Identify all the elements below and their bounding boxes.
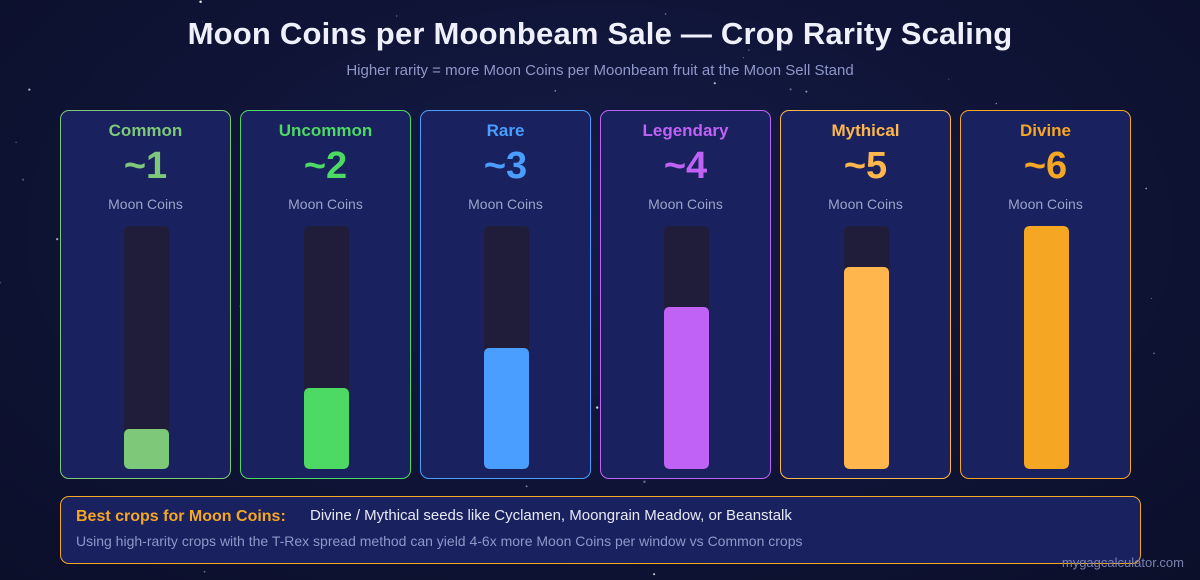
star	[554, 89, 557, 92]
bar-legendary	[664, 307, 709, 469]
star	[210, 27, 213, 31]
star	[643, 480, 646, 484]
rarity-name: Mythical	[831, 121, 900, 140]
rarity-card-legendary: Legendary ~4 Moon Coins	[600, 110, 771, 479]
best-crops-panel: Best crops for Moon Coins: Divine / Myth…	[60, 496, 1141, 564]
star	[1150, 297, 1152, 299]
bar-uncommon	[304, 388, 349, 469]
star	[1145, 187, 1148, 190]
star	[805, 90, 808, 93]
bar-track	[1024, 226, 1069, 469]
rarity-card-rare: Rare ~3 Moon Coins	[420, 110, 591, 479]
rarity-value-label: ~3	[483, 145, 528, 187]
rarity-unit-label: Moon Coins	[288, 196, 363, 212]
bar-divine	[1024, 226, 1069, 469]
best-crops-text: Divine / Mythical seeds like Cyclamen, M…	[310, 507, 792, 524]
bar-track	[124, 226, 169, 469]
star	[525, 485, 528, 488]
star	[22, 178, 25, 181]
bar-track	[484, 226, 529, 469]
rarity-name: Legendary	[642, 121, 729, 140]
rarity-name: Rare	[486, 121, 525, 140]
rarity-value-label: ~1	[123, 145, 168, 187]
rarity-unit-label: Moon Coins	[828, 196, 903, 212]
bar-mythical	[844, 266, 889, 469]
star	[747, 49, 750, 51]
star	[592, 29, 594, 31]
star	[653, 573, 656, 576]
star	[201, 21, 203, 23]
rarity-card-mythical: Mythical ~5 Moon Coins	[780, 110, 951, 479]
star	[948, 78, 950, 80]
star	[199, 0, 202, 3]
rarity-name: Common	[108, 121, 183, 140]
rarity-value-label: ~4	[663, 145, 708, 187]
star	[15, 141, 17, 143]
star	[787, 43, 790, 46]
star	[526, 42, 530, 46]
star	[396, 15, 398, 17]
bar-rare	[484, 347, 529, 469]
star	[664, 13, 667, 15]
best-crops-heading: Best crops for Moon Coins:	[76, 508, 286, 525]
rarity-value-label: ~2	[303, 145, 348, 187]
rarity-name: Divine	[1019, 121, 1072, 140]
page-title: Moon Coins per Moonbeam Sale — Crop Rari…	[187, 16, 1013, 51]
star	[203, 570, 206, 573]
rarity-unit-label: Moon Coins	[1008, 196, 1083, 212]
star	[713, 82, 716, 85]
rarity-name: Uncommon	[278, 121, 373, 140]
rarity-card-common: Common ~1 Moon Coins	[60, 110, 231, 479]
star	[995, 102, 998, 105]
bar-track	[844, 226, 889, 469]
star	[789, 88, 792, 91]
rarity-card-divine: Divine ~6 Moon Coins	[960, 110, 1131, 479]
rarity-unit-label: Moon Coins	[108, 196, 183, 212]
page-subtitle: Higher rarity = more Moon Coins per Moon…	[346, 62, 854, 79]
star	[0, 281, 2, 284]
rarity-card-uncommon: Uncommon ~2 Moon Coins	[240, 110, 411, 479]
star	[28, 88, 31, 91]
bar-common	[124, 429, 169, 469]
site-watermark: mygagcalculator.com	[1061, 555, 1184, 570]
star	[1153, 352, 1155, 355]
best-crops-note: Using high-rarity crops with the T-Rex s…	[76, 533, 803, 549]
star	[595, 406, 599, 409]
bar-track	[304, 226, 349, 469]
bar-track	[664, 226, 709, 469]
rarity-unit-label: Moon Coins	[648, 196, 723, 212]
rarity-unit-label: Moon Coins	[468, 196, 543, 212]
star	[742, 57, 745, 59]
star	[56, 237, 59, 241]
rarity-value-label: ~6	[1023, 145, 1068, 187]
rarity-value-label: ~5	[843, 145, 888, 187]
